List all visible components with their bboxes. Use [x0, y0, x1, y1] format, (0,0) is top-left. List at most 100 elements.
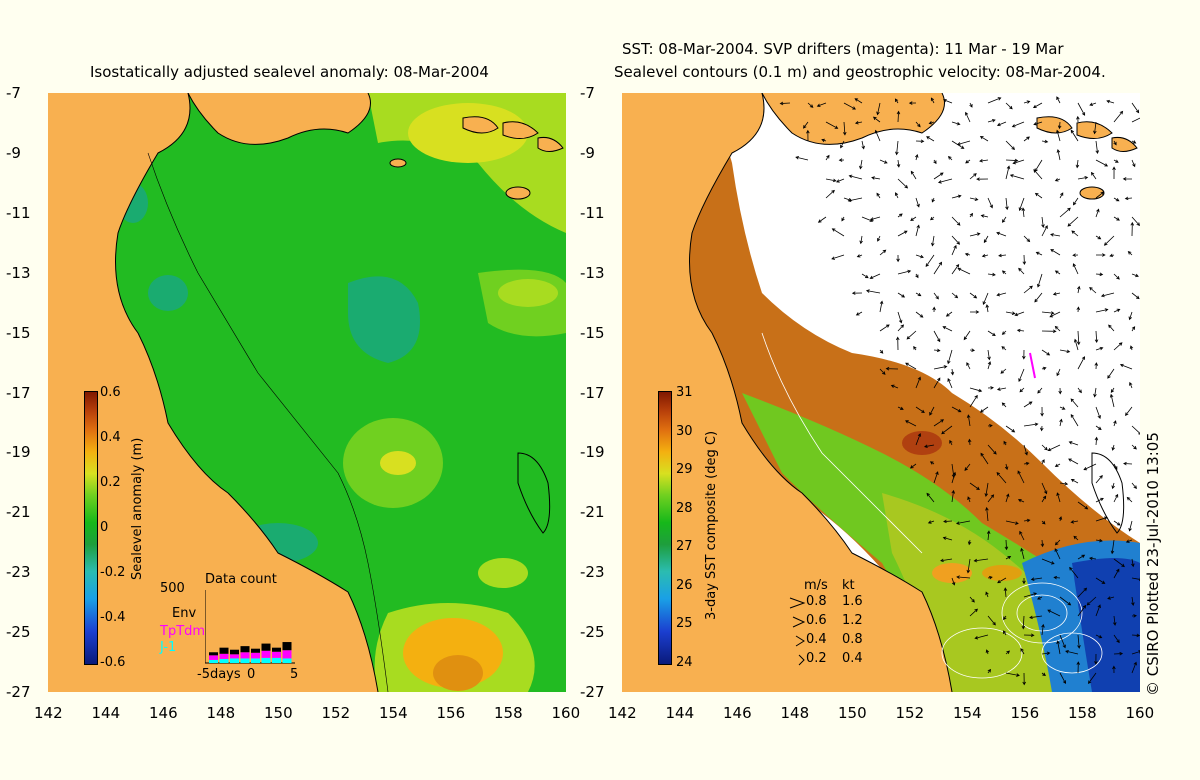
velocity-arrow: [1050, 233, 1061, 237]
velocity-arrow: [927, 520, 935, 524]
velocity-arrow: [1021, 615, 1026, 630]
velocity-arrow: [1113, 197, 1120, 202]
velocity-arrow: [1077, 501, 1089, 510]
inset-bar-j-1: [219, 658, 229, 663]
velocity-arrow: [1095, 235, 1102, 240]
velocity-arrow: [825, 121, 839, 129]
lon-tick: 158: [494, 704, 523, 722]
inset-xtick-start: -5days: [197, 667, 241, 682]
velocity-arrow: [840, 140, 845, 149]
velocity-arrow: [931, 197, 935, 203]
velocity-arrow: [854, 120, 863, 125]
velocity-key-kt-header: kt: [842, 578, 855, 593]
velocity-arrow: [1004, 539, 1009, 551]
velocity-arrow: [1005, 158, 1019, 163]
inset-bar-env: [261, 643, 271, 651]
velocity-arrow: [1090, 171, 1097, 180]
sst-colorbar-label: 3-day SST composite (deg C): [704, 430, 719, 620]
velocity-arrow: [1041, 623, 1045, 636]
velocity-arrow: [933, 330, 941, 343]
inset-bar-env: [219, 647, 229, 654]
velocity-arrow: [897, 324, 905, 332]
velocity-arrow: [956, 575, 971, 579]
velocity-arrow: [1131, 140, 1137, 144]
velocity-arrow: [965, 159, 971, 164]
sst-velocity-plot: [622, 92, 1145, 693]
velocity-arrow: [1054, 270, 1061, 275]
data-count-inset: [205, 590, 295, 664]
velocity-arrow: [967, 539, 972, 546]
sealevel-colorbar-tick: 0.4: [100, 430, 121, 445]
velocity-arrow: [1020, 647, 1025, 655]
velocity-arrow: [1077, 102, 1086, 116]
velocity-arrow: [795, 155, 809, 161]
velocity-arrow: [803, 121, 809, 129]
velocity-arrow: [1095, 538, 1103, 543]
velocity-arrow: [1129, 345, 1134, 351]
velocity-arrow: [987, 444, 997, 455]
velocity-arrow: [1023, 100, 1031, 104]
velocity-arrow: [856, 254, 863, 258]
inset-bar-j-1: [282, 658, 292, 663]
velocity-arrow: [890, 384, 899, 389]
velocity-arrow: [915, 139, 925, 144]
velocity-arrow: [926, 136, 935, 142]
velocity-arrow: [1018, 368, 1025, 383]
velocity-arrow: [966, 362, 971, 370]
velocity-key-arrow: [795, 635, 805, 647]
inset-bar-j-1: [240, 658, 250, 663]
velocity-arrow: [1067, 216, 1079, 227]
inset-bar-tptdm: [282, 650, 292, 659]
velocity-arrow: [1056, 149, 1061, 161]
velocity-arrow: [985, 649, 990, 655]
velocity-arrow: [976, 177, 989, 181]
velocity-arrow: [1110, 539, 1115, 555]
velocity-key-arrow: [789, 597, 806, 609]
velocity-arrow: [1005, 555, 1012, 560]
velocity-arrow: [1041, 349, 1051, 356]
velocity-arrow: [897, 213, 903, 218]
velocity-arrow: [1041, 558, 1055, 565]
velocity-arrow: [951, 406, 962, 413]
velocity-arrow: [1056, 492, 1061, 503]
velocity-arrow: [987, 361, 992, 370]
velocity-arrow: [915, 292, 922, 297]
velocity-arrow: [1014, 311, 1025, 317]
velocity-arrow: [942, 98, 953, 104]
velocity-arrow: [1003, 615, 1007, 621]
velocity-arrow: [1095, 208, 1100, 218]
velocity-arrow: [1077, 356, 1085, 370]
velocity-arrow: [1023, 592, 1038, 598]
velocity-arrow: [1023, 235, 1031, 243]
velocity-arrow: [806, 129, 810, 142]
velocity-arrow: [980, 452, 989, 465]
velocity-arrow: [1070, 413, 1079, 427]
velocity-key-ms: 0.6: [806, 613, 827, 628]
velocity-arrow: [955, 520, 971, 525]
lon-tick: 152: [321, 704, 351, 722]
velocity-arrow: [871, 176, 881, 180]
velocity-arrow: [779, 101, 791, 106]
lon-tick: 150: [264, 704, 293, 722]
velocity-arrow: [1036, 273, 1043, 288]
velocity-arrow: [1005, 493, 1010, 503]
velocity-arrow: [1034, 292, 1043, 303]
velocity-arrow: [1037, 596, 1043, 600]
velocity-arrow: [1107, 368, 1115, 379]
lat-tick: -25: [580, 623, 605, 642]
lat-tick: -23: [6, 563, 31, 582]
velocity-arrow: [1004, 463, 1009, 471]
velocity-key-arrow: [792, 616, 806, 628]
velocity-arrow: [951, 216, 961, 226]
inset-bar-tptdm: [240, 652, 250, 659]
velocity-arrow: [984, 482, 989, 497]
velocity-arrow: [1112, 166, 1116, 180]
sst-colorbar-tick: 29: [676, 462, 693, 477]
velocity-arrow: [1073, 535, 1079, 541]
lon-tick: 156: [436, 704, 466, 722]
velocity-arrow: [987, 118, 996, 123]
velocity-arrow: [969, 482, 980, 491]
velocity-arrow: [987, 668, 992, 674]
velocity-arrow: [842, 121, 847, 136]
velocity-arrow: [915, 376, 921, 389]
